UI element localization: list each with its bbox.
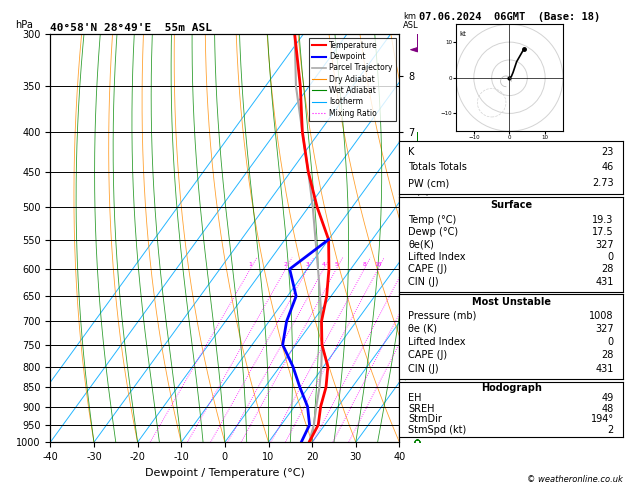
Text: 194°: 194° (591, 415, 614, 424)
Text: Lifted Index: Lifted Index (408, 337, 466, 347)
Text: EH: EH (408, 393, 422, 403)
Text: hPa: hPa (15, 20, 33, 30)
Text: 0: 0 (608, 337, 614, 347)
Text: K: K (408, 147, 415, 157)
Text: 28: 28 (601, 350, 614, 361)
Text: 40°58'N 28°49'E  55m ASL: 40°58'N 28°49'E 55m ASL (50, 23, 213, 33)
Text: CAPE (J): CAPE (J) (408, 264, 447, 275)
Text: CAPE (J): CAPE (J) (408, 350, 447, 361)
Text: 8: 8 (362, 262, 366, 267)
Text: 20: 20 (419, 262, 426, 267)
Text: Most Unstable: Most Unstable (472, 296, 550, 307)
Text: θe (K): θe (K) (408, 324, 437, 334)
Text: 23: 23 (601, 147, 614, 157)
Text: Dewp (°C): Dewp (°C) (408, 227, 459, 238)
Text: 1: 1 (248, 262, 252, 267)
Text: 15: 15 (400, 262, 408, 267)
Text: km
ASL: km ASL (403, 12, 418, 30)
Text: CIN (J): CIN (J) (408, 277, 439, 287)
Text: Totals Totals: Totals Totals (408, 162, 467, 173)
Text: Lifted Index: Lifted Index (408, 252, 466, 262)
Text: θe(K): θe(K) (408, 240, 434, 250)
Text: 48: 48 (601, 403, 614, 414)
X-axis label: Dewpoint / Temperature (°C): Dewpoint / Temperature (°C) (145, 468, 305, 478)
Text: 431: 431 (596, 364, 614, 374)
Text: Pressure (mb): Pressure (mb) (408, 311, 477, 321)
Text: Surface: Surface (490, 200, 532, 209)
Text: StmSpd (kt): StmSpd (kt) (408, 425, 467, 435)
Text: 07.06.2024  06GMT  (Base: 18): 07.06.2024 06GMT (Base: 18) (419, 12, 600, 22)
Text: LCL: LCL (403, 427, 418, 436)
Text: CIN (J): CIN (J) (408, 364, 439, 374)
Text: 2.73: 2.73 (592, 178, 614, 188)
Text: 25: 25 (434, 262, 441, 267)
Text: 5: 5 (335, 262, 338, 267)
Text: 19.3: 19.3 (593, 215, 614, 225)
Text: kt: kt (460, 32, 467, 37)
Text: StmDir: StmDir (408, 415, 442, 424)
Text: SREH: SREH (408, 403, 435, 414)
Text: 431: 431 (596, 277, 614, 287)
Text: © weatheronline.co.uk: © weatheronline.co.uk (527, 474, 623, 484)
Text: 327: 327 (595, 324, 614, 334)
Text: Hodograph: Hodograph (481, 383, 542, 393)
Text: PW (cm): PW (cm) (408, 178, 450, 188)
Y-axis label: Mixing Ratio (g/kg): Mixing Ratio (g/kg) (419, 192, 429, 284)
Text: 2: 2 (284, 262, 287, 267)
Text: 327: 327 (595, 240, 614, 250)
Text: 10: 10 (374, 262, 382, 267)
Text: 46: 46 (601, 162, 614, 173)
Legend: Temperature, Dewpoint, Parcel Trajectory, Dry Adiabat, Wet Adiabat, Isotherm, Mi: Temperature, Dewpoint, Parcel Trajectory… (309, 38, 396, 121)
Text: 17.5: 17.5 (592, 227, 614, 238)
Text: 49: 49 (601, 393, 614, 403)
Text: 2: 2 (608, 425, 614, 435)
Text: Temp (°C): Temp (°C) (408, 215, 457, 225)
Text: 0: 0 (608, 252, 614, 262)
Text: 1008: 1008 (589, 311, 614, 321)
Text: 28: 28 (601, 264, 614, 275)
Text: 4: 4 (321, 262, 325, 267)
Text: 3: 3 (306, 262, 309, 267)
